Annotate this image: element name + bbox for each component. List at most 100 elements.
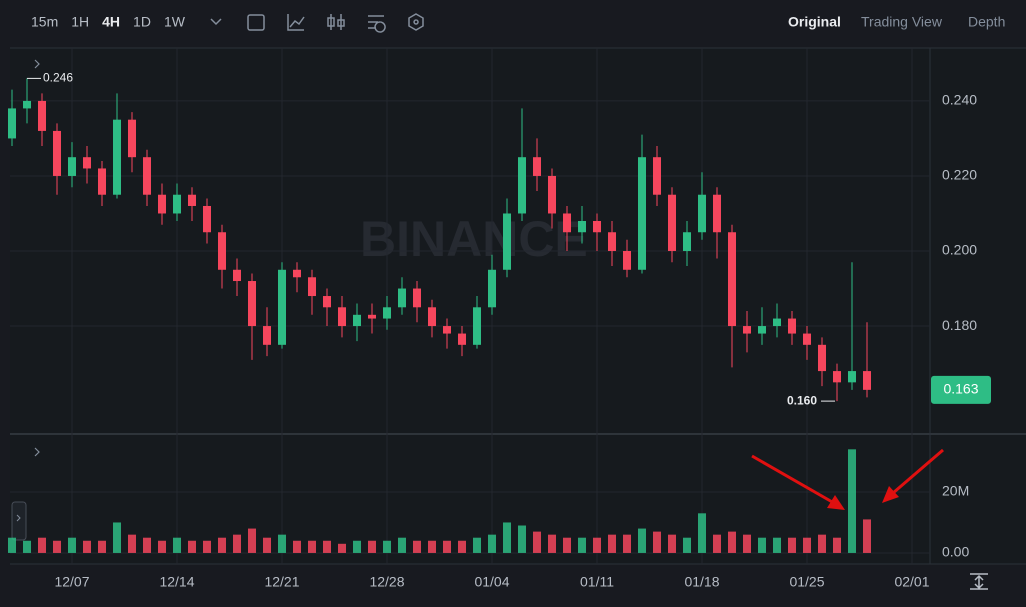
candle-body	[818, 344, 826, 372]
volume-bar	[443, 540, 451, 553]
volume-bar	[773, 537, 781, 553]
volume-bar	[143, 537, 151, 553]
volume-bar	[398, 537, 406, 553]
volume-bar	[578, 537, 586, 553]
arrowhead	[882, 486, 899, 503]
interval-tab[interactable]: 1H	[71, 14, 89, 30]
interval-tab[interactable]: 15m	[31, 14, 58, 30]
volume-bar	[608, 534, 616, 553]
interval-tab[interactable]: 4H	[102, 14, 120, 30]
scale-button[interactable]	[970, 573, 988, 590]
volume-bar	[803, 537, 811, 553]
candle-body	[548, 175, 556, 214]
candle-body	[863, 371, 871, 390]
volume-bar	[323, 540, 331, 553]
volume-bar	[158, 540, 166, 553]
candle-body	[278, 269, 286, 345]
volume-bar	[473, 537, 481, 553]
arrow	[751, 454, 835, 505]
volume-bar	[188, 540, 196, 553]
volume-bar	[98, 540, 106, 553]
volume-bar	[638, 528, 646, 553]
volume-bar	[413, 540, 421, 553]
candle-body	[488, 269, 496, 308]
volume-bar	[113, 522, 121, 553]
volume-bar	[68, 537, 76, 553]
last-price-label: 0.163	[943, 381, 978, 397]
candle-body	[68, 157, 76, 176]
candle-body	[428, 307, 436, 327]
volume-bar	[518, 525, 526, 553]
volume-bar	[653, 531, 661, 553]
expand-icon[interactable]	[34, 59, 40, 457]
candle-body	[368, 314, 376, 319]
volume-bar	[623, 534, 631, 553]
volume-bar	[698, 513, 706, 553]
settings-icon[interactable]	[368, 15, 386, 33]
volume-bar	[128, 534, 136, 553]
volume-bar	[683, 537, 691, 553]
volume-bar	[758, 537, 766, 553]
view-tab[interactable]: Depth	[968, 14, 1005, 30]
view-tab[interactable]: Original	[788, 14, 841, 30]
candle-icon[interactable]	[327, 14, 345, 30]
candle-body	[638, 157, 646, 270]
candle-body	[53, 130, 61, 176]
candle-body	[473, 307, 481, 345]
candle-body	[8, 108, 16, 139]
indicator-icon[interactable]	[287, 14, 305, 31]
volume-bar	[353, 540, 361, 553]
volume-bar	[38, 537, 46, 553]
candle-body	[143, 157, 151, 195]
volume-bar	[743, 534, 751, 553]
candle-body	[233, 269, 241, 282]
volume-bar	[173, 537, 181, 553]
volume-bar	[713, 534, 721, 553]
candle-body	[503, 213, 511, 270]
volume-bar	[533, 531, 541, 553]
volume-bar	[83, 540, 91, 553]
arrows	[751, 448, 944, 510]
y-tick-label: 0.180	[942, 317, 977, 333]
candle-body	[218, 232, 226, 270]
candle-body	[293, 269, 301, 278]
arrow	[892, 448, 944, 495]
dropdown-icon[interactable]	[210, 18, 222, 26]
volume-bar	[263, 537, 271, 553]
volume-bar	[458, 540, 466, 553]
view-tab[interactable]: Trading View	[861, 14, 943, 30]
candle-body	[308, 277, 316, 297]
candle-body	[173, 194, 181, 214]
volume-bar	[548, 534, 556, 553]
candle-body	[518, 157, 526, 214]
candle-body	[728, 232, 736, 327]
candle-body	[533, 157, 541, 176]
low-label: 0.160	[787, 393, 817, 407]
candle-body	[353, 314, 361, 327]
candle-body	[203, 205, 211, 233]
calendar-icon[interactable]	[247, 14, 265, 31]
candle-body	[833, 371, 841, 383]
interval-tab[interactable]: 1D	[133, 14, 151, 30]
candle-body	[668, 194, 676, 252]
volume-bar	[668, 534, 676, 553]
x-tick-label: 01/04	[474, 574, 509, 590]
hex-icon[interactable]	[408, 13, 424, 31]
x-tick-label: 12/21	[264, 574, 299, 590]
candle-body	[323, 296, 331, 308]
interval-tab[interactable]: 1W	[164, 14, 186, 30]
volume-bar	[203, 540, 211, 553]
volume-tick-label: 0.00	[942, 544, 969, 560]
plot-background	[10, 48, 1026, 564]
candle-body	[698, 194, 706, 233]
side-handle-icon	[16, 514, 21, 522]
candle-body	[248, 281, 256, 327]
x-tick-label: 02/01	[894, 574, 929, 590]
candle-body	[98, 168, 106, 195]
toolbar-icons	[210, 13, 424, 33]
candle-body	[578, 220, 586, 233]
side-handle[interactable]	[11, 501, 27, 541]
candle-body	[158, 194, 166, 214]
volume-bar	[428, 540, 436, 553]
